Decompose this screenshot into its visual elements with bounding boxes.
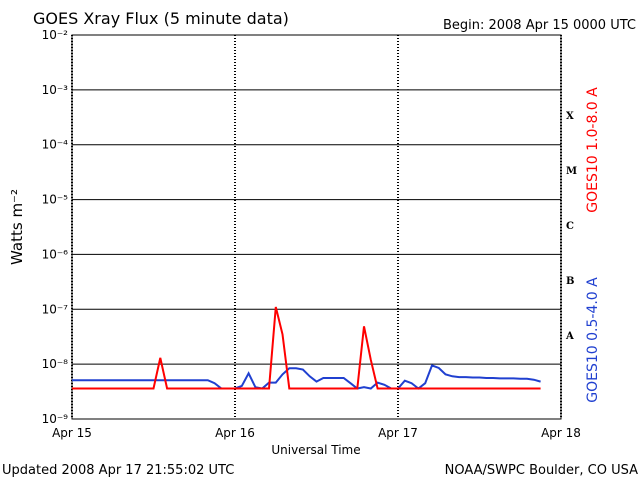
y-tick-label: 10⁻⁷ bbox=[42, 302, 69, 316]
series-line bbox=[72, 364, 541, 390]
y-tick-label: 10⁻⁴ bbox=[42, 138, 69, 152]
y-tick-label: 10⁻⁵ bbox=[42, 193, 69, 207]
flare-class-label: B bbox=[566, 276, 574, 287]
x-tick-label: Apr 15 bbox=[52, 426, 92, 440]
x-tick-label: Apr 16 bbox=[215, 426, 255, 440]
y-tick-label: 10⁻² bbox=[42, 28, 69, 42]
chart-title: GOES Xray Flux (5 minute data) bbox=[33, 9, 289, 28]
legend-label: GOES10 0.5-4.0 A bbox=[585, 277, 601, 403]
y-tick-label: 10⁻⁹ bbox=[42, 412, 69, 426]
x-tick-label: Apr 18 bbox=[541, 426, 581, 440]
series-line bbox=[72, 306, 541, 390]
flare-class-label: A bbox=[565, 331, 574, 342]
legend-label: GOES10 1.0-8.0 A bbox=[585, 87, 601, 213]
footer-left: Updated 2008 Apr 17 21:55:02 UTC bbox=[2, 463, 234, 478]
x-axis-label: Universal Time bbox=[271, 443, 360, 457]
y-tick-label: 10⁻⁸ bbox=[42, 357, 69, 371]
flare-class-label: X bbox=[566, 111, 574, 122]
y-axis-label: Watts m⁻² bbox=[8, 189, 26, 265]
flare-class-label: M bbox=[566, 166, 577, 177]
footer-right: NOAA/SWPC Boulder, CO USA bbox=[445, 463, 638, 478]
subtitle: Begin: 2008 Apr 15 0000 UTC bbox=[443, 18, 636, 33]
plot-frame bbox=[71, 34, 562, 420]
x-tick-label: Apr 17 bbox=[378, 426, 418, 440]
y-tick-label: 10⁻³ bbox=[42, 83, 69, 97]
y-tick-label: 10⁻⁶ bbox=[42, 247, 69, 261]
flare-class-label: C bbox=[566, 221, 574, 232]
